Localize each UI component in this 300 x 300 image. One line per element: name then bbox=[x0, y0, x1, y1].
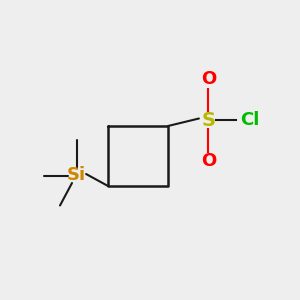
Text: O: O bbox=[201, 70, 216, 88]
Text: Si: Si bbox=[67, 167, 86, 184]
Text: Cl: Cl bbox=[240, 111, 260, 129]
Text: S: S bbox=[202, 110, 215, 130]
Text: O: O bbox=[201, 152, 216, 169]
